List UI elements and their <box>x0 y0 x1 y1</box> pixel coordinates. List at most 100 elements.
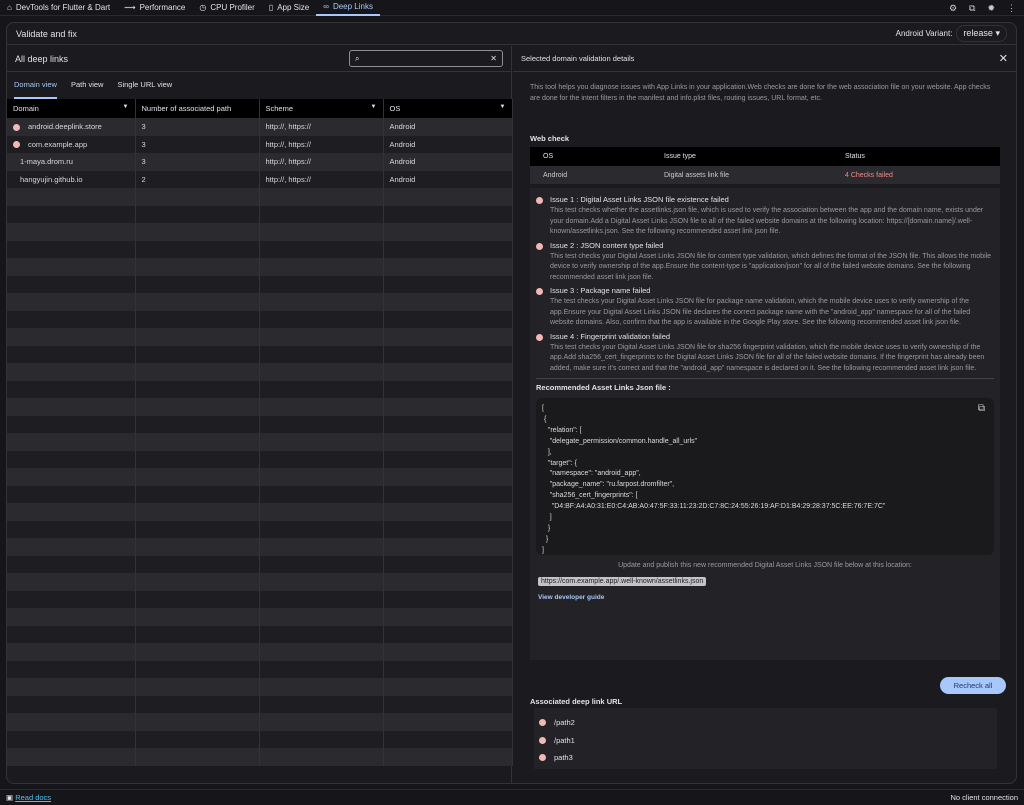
table-row[interactable]: hangyujin.github.io 2 http://, https://And… <box>7 170 513 188</box>
close-icon[interactable]: ✕ <box>998 53 1008 65</box>
col-domain[interactable]: Domain ▼ <box>7 99 136 118</box>
cell-scheme <box>259 293 384 311</box>
cell-os <box>383 590 513 608</box>
cell-os <box>383 275 513 293</box>
table-row[interactable]: Android Digital assets link file 4 Checks … <box>530 166 1000 184</box>
copy-icon[interactable]: ⧉ <box>977 403 985 414</box>
col-scheme[interactable]: Scheme ▼ <box>259 99 384 118</box>
table-row[interactable]: com.example.app 3 http://, https://Android <box>7 135 513 153</box>
cell-domain <box>7 433 136 451</box>
cell-paths <box>135 643 260 661</box>
read-docs-link[interactable]: Read docs <box>15 793 52 802</box>
cell-domain <box>7 713 136 731</box>
home-icon: ⌂ <box>7 3 12 12</box>
cell-os: Android <box>383 153 513 171</box>
cell-os <box>383 258 513 276</box>
cell-paths: 3 <box>135 135 260 153</box>
tab-single-url-view[interactable]: Single URL view <box>117 80 173 89</box>
variant-select[interactable]: release ▾ <box>956 25 1007 42</box>
error-icon <box>539 719 546 727</box>
cell-paths <box>135 275 260 293</box>
table-row <box>7 310 513 328</box>
cell-os: Android <box>383 135 513 153</box>
nav-performance[interactable]: ⟿ Performance <box>124 3 186 12</box>
issue-title: Issue 3 : Package name failed <box>550 286 651 295</box>
cell-scheme <box>259 188 384 206</box>
intro-text: This tool helps you diagnose issues with… <box>530 84 991 102</box>
cell-paths <box>135 398 260 416</box>
cell-os <box>383 713 513 731</box>
cell-paths <box>135 415 260 433</box>
col-os[interactable]: OS ▼ <box>383 99 513 118</box>
search-input[interactable]: ⌕ ✕ <box>349 50 503 67</box>
col-paths[interactable]: Number of associated path <box>135 99 260 118</box>
cell-scheme <box>259 625 384 643</box>
table-row <box>7 538 513 556</box>
cell-paths <box>135 240 260 258</box>
error-icon <box>536 197 543 204</box>
cell-scheme: http://, https:// <box>259 170 384 188</box>
developer-guide-link[interactable]: View developer guide <box>538 594 605 601</box>
web-check-label: Web check <box>530 134 570 143</box>
cell-domain <box>7 468 136 486</box>
cell-paths <box>135 345 260 363</box>
connection-status: No client connection <box>950 793 1018 802</box>
chevron-down-icon: ▾ <box>995 28 1000 38</box>
cell-os <box>383 450 513 468</box>
cell-scheme <box>259 363 384 381</box>
cell-domain: android.deeplink.store <box>7 118 136 136</box>
cell-scheme <box>259 328 384 346</box>
cell-paths <box>135 748 260 766</box>
table-row[interactable]: android.deeplink.store 3 http://, https://… <box>7 118 513 136</box>
list-item[interactable]: path3 <box>534 749 997 767</box>
clear-icon[interactable]: ✕ <box>490 54 497 63</box>
cell-scheme <box>259 643 384 661</box>
cell-paths: 3 <box>135 153 260 171</box>
cell-os <box>383 363 513 381</box>
recheck-all-button[interactable]: Recheck all <box>940 677 1006 694</box>
cell-paths <box>135 258 260 276</box>
assetlinks-url[interactable]: https://com.example.app/.well-known/asse… <box>538 577 707 586</box>
nav-app-size[interactable]: ▯ App Size <box>268 3 310 12</box>
details-panel: Selected domain validation details ✕ This… <box>513 46 1016 783</box>
cell-scheme <box>259 450 384 468</box>
extensions-icon[interactable]: ⧉ <box>969 2 976 13</box>
cell-paths <box>135 293 260 311</box>
cell-scheme <box>259 310 384 328</box>
table-row[interactable]: 1-maya.drom.ru 3 http://, https://Android <box>7 153 513 171</box>
cell-paths <box>135 538 260 556</box>
nav-home[interactable]: ⌂ DevTools for Flutter & Dart <box>7 3 111 12</box>
cell-scheme <box>259 398 384 416</box>
settings-icon[interactable]: ⚙ <box>948 2 958 13</box>
cell-os <box>383 398 513 416</box>
cell-os <box>383 328 513 346</box>
cell-os <box>383 188 513 206</box>
nav-deep-links[interactable]: ∞ Deep Links <box>316 0 380 16</box>
cell-scheme <box>259 538 384 556</box>
table-row <box>7 240 513 258</box>
cell-os <box>383 660 513 678</box>
tab-path-view[interactable]: Path view <box>70 80 104 89</box>
list-item[interactable]: /path1 <box>534 732 997 750</box>
cell-scheme <box>259 660 384 678</box>
list-item[interactable]: /path2 <box>534 714 997 732</box>
docs-icon: ▣ <box>6 793 14 802</box>
table-row <box>7 520 513 538</box>
table-row <box>7 188 513 206</box>
nav-cpu-profiler[interactable]: ◷ CPU Profiler <box>199 3 255 12</box>
cell-paths <box>135 328 260 346</box>
cell-scheme: http://, https:// <box>259 118 384 136</box>
cell-domain <box>7 328 136 346</box>
cell-os <box>383 310 513 328</box>
cell-domain <box>7 503 136 521</box>
deep-links-panel: All deep links ⌕ ✕ Domain view Path view … <box>7 46 513 783</box>
cell-scheme <box>259 415 384 433</box>
cell-domain <box>7 730 136 748</box>
bug-icon[interactable]: ✹ <box>987 2 995 13</box>
tab-domain-view[interactable]: Domain view <box>14 72 57 99</box>
table-row <box>7 678 513 696</box>
table-row <box>7 555 513 573</box>
table-row <box>7 275 513 293</box>
more-icon[interactable]: ⋮ <box>1007 2 1016 13</box>
cell-domain <box>7 485 136 503</box>
